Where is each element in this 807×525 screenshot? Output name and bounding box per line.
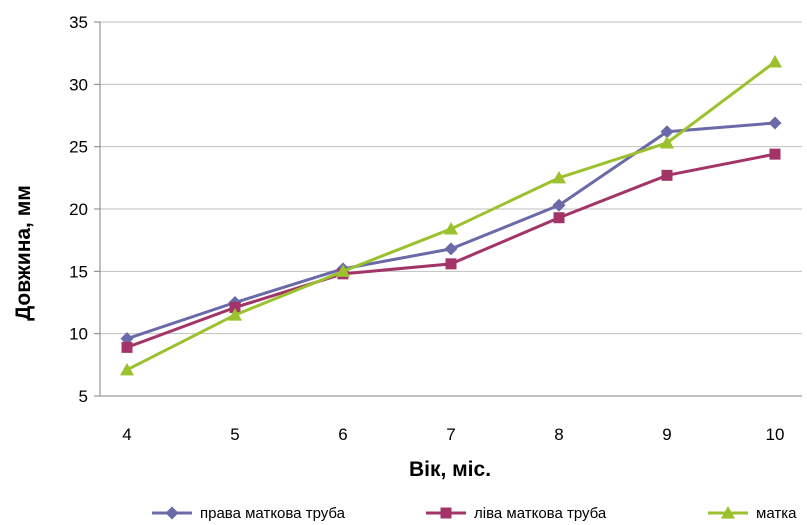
- x-tick-labels: 4 5 6 7 8 9 10: [122, 425, 784, 444]
- x-tick-label: 10: [766, 425, 785, 444]
- legend-item: матка: [708, 505, 797, 522]
- series-group: [120, 54, 782, 376]
- data-point: [552, 170, 566, 184]
- data-point: [336, 264, 350, 277]
- data-point: [444, 221, 458, 235]
- legend-marker: [721, 506, 735, 519]
- gridlines: [100, 21, 802, 397]
- x-tick-label: 4: [122, 425, 131, 444]
- y-tick-labels: 5 10 15 20 25 30 35: [69, 13, 88, 406]
- data-point: [445, 258, 457, 270]
- legend-label: права маткова труба: [200, 505, 346, 522]
- y-tick-label: 30: [69, 75, 88, 94]
- data-point: [228, 307, 242, 321]
- legend-label: матка: [756, 505, 797, 522]
- data-point: [553, 212, 565, 224]
- y-tick-label: 35: [69, 13, 88, 32]
- series-3: [120, 54, 782, 376]
- y-tick-label: 20: [69, 200, 88, 219]
- y-tick-label: 25: [69, 138, 88, 157]
- series-line: [126, 60, 776, 372]
- x-tick-label: 9: [662, 425, 671, 444]
- y-tick-label: 10: [69, 325, 88, 344]
- y-tick-label: 5: [79, 387, 88, 406]
- legend: права маткова труба ліва маткова труба мат…: [152, 505, 797, 522]
- data-point: [660, 125, 674, 139]
- x-tick-label: 6: [338, 425, 347, 444]
- y-tick-label: 15: [69, 262, 88, 281]
- y-axis-title: Довжина, мм: [12, 185, 35, 321]
- data-point: [444, 242, 458, 256]
- x-tick-label: 8: [554, 425, 563, 444]
- data-point: [768, 54, 782, 68]
- legend-item: права маткова труба: [152, 505, 346, 522]
- data-point: [120, 362, 134, 376]
- data-point: [769, 148, 781, 160]
- data-point: [229, 301, 241, 313]
- axes: [94, 21, 802, 397]
- legend-marker: [165, 506, 179, 520]
- legend-label: ліва маткова труба: [474, 505, 607, 522]
- data-point: [660, 135, 674, 149]
- data-point: [661, 169, 673, 181]
- legend-marker: [440, 507, 452, 519]
- data-point: [768, 116, 782, 130]
- data-point: [121, 341, 133, 353]
- x-axis-title: Вік, міс.: [409, 458, 491, 481]
- x-tick-label: 5: [230, 425, 239, 444]
- x-tick-label: 7: [446, 425, 455, 444]
- legend-item: ліва маткова труба: [426, 505, 607, 522]
- data-point: [552, 198, 566, 212]
